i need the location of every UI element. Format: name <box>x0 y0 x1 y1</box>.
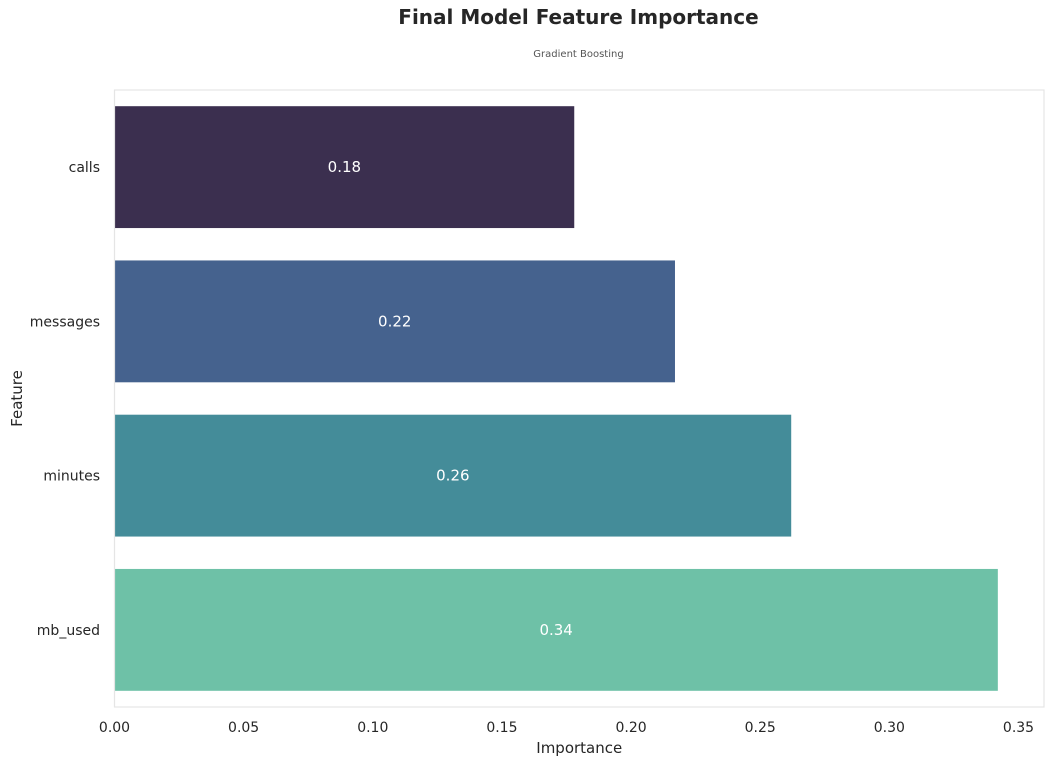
x-tick-label: 0.15 <box>486 720 517 736</box>
x-tick-label: 0.20 <box>615 720 646 736</box>
x-tick-label: 0.00 <box>99 720 130 736</box>
value-label-mb_used: 0.34 <box>539 621 572 639</box>
bar-minutes <box>114 414 792 537</box>
bars-layer <box>114 106 998 691</box>
value-label-minutes: 0.26 <box>436 467 469 485</box>
chart-subtitle: Gradient Boosting <box>533 49 624 60</box>
y-tick-label-messages: messages <box>30 314 100 330</box>
y-tick-label-calls: calls <box>69 160 100 176</box>
chart-title: Final Model Feature Importance <box>398 5 759 29</box>
x-axis-label: Importance <box>536 739 622 757</box>
x-tick-labels: 0.00 0.05 0.10 0.15 0.20 0.25 0.30 0.35 <box>99 720 1034 736</box>
y-tick-labels: calls messages minutes mb_used <box>30 160 100 639</box>
bar-mb_used <box>114 568 998 691</box>
value-labels-layer: 0.18 0.22 0.26 0.34 <box>328 158 573 639</box>
x-tick-label: 0.35 <box>1003 720 1034 736</box>
bar-calls <box>114 106 575 229</box>
bar-messages <box>114 260 675 383</box>
x-tick-label: 0.30 <box>874 720 905 736</box>
x-tick-label: 0.05 <box>228 720 259 736</box>
x-tick-label: 0.10 <box>357 720 388 736</box>
value-label-calls: 0.18 <box>328 158 361 176</box>
x-tick-label: 0.25 <box>745 720 776 736</box>
y-axis-label: Feature <box>8 370 26 427</box>
y-tick-label-mb_used: mb_used <box>37 623 100 639</box>
value-label-messages: 0.22 <box>378 312 411 330</box>
y-tick-label-minutes: minutes <box>43 469 100 485</box>
plot-frame <box>113 89 1045 708</box>
